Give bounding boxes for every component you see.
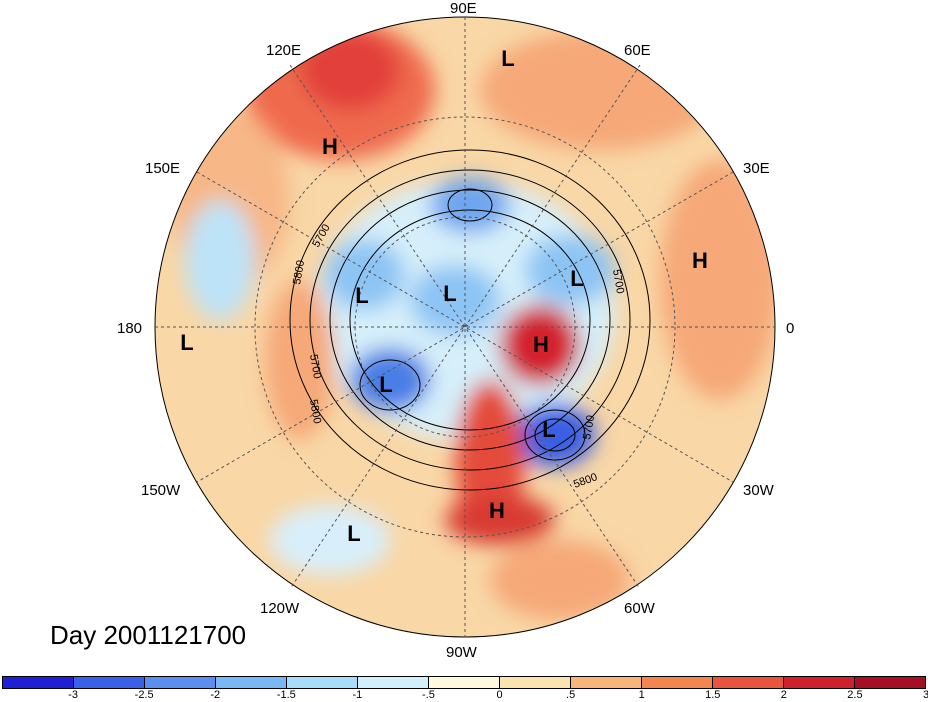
lon-label-0: 0: [786, 320, 795, 337]
pressure-center: L: [180, 330, 193, 355]
colorbar-tick-label: -2: [210, 689, 221, 701]
contours: [289, 149, 651, 491]
colorbar-tick-label: 2.5: [847, 689, 863, 701]
colorbar-tick-label: .5: [566, 689, 576, 701]
colorbar-tick-label: 2: [780, 689, 787, 701]
colorbar-tick-label: -1: [352, 689, 363, 701]
colorbar-swatch: [500, 677, 571, 688]
pressure-center: H: [322, 134, 338, 159]
lon-label-90w: 90W: [446, 644, 477, 661]
colorbar-swatch: [784, 677, 855, 688]
colorbar: [2, 676, 926, 689]
colorbar-tick-label: -1.5: [276, 689, 296, 701]
colorbar-swatch: [74, 677, 145, 688]
pressure-centers: H L L L H L L H L L H L: [180, 46, 708, 546]
lon-label-150w: 150W: [141, 482, 181, 499]
colorbar-swatch: [429, 677, 500, 688]
colorbar-swatch: [287, 677, 358, 688]
pressure-center: L: [355, 283, 368, 308]
lon-label-180: 180: [117, 320, 143, 337]
colorbar-swatch: [145, 677, 216, 688]
pressure-center: L: [570, 266, 583, 291]
colorbar-tick-label: 0: [496, 689, 503, 701]
day-title: Day 2001121700: [50, 620, 247, 650]
pressure-center: L: [501, 46, 514, 71]
contour-label: 5800: [291, 259, 307, 285]
colorbar-tick-label: 3: [922, 689, 928, 701]
lon-label-90e: 90E: [450, 0, 477, 17]
colorbar-swatch: [216, 677, 287, 688]
pressure-center: H: [533, 332, 549, 357]
lon-label-120e: 120E: [266, 42, 302, 59]
pressure-center: H: [489, 498, 505, 523]
lon-label-60e: 60E: [624, 42, 651, 59]
colorbar-swatch: [855, 677, 925, 688]
lon-label-150e: 150E: [145, 160, 181, 177]
lon-label-60w: 60W: [624, 600, 655, 617]
graticule: [154, 16, 776, 638]
pressure-center: L: [347, 521, 360, 546]
colorbar-swatch: [713, 677, 784, 688]
pressure-center: L: [542, 417, 555, 442]
contour-label: 5800: [307, 398, 323, 424]
lon-label-30w: 30W: [743, 482, 774, 499]
pressure-center: H: [692, 248, 708, 273]
colorbar-tick-label: -.5: [422, 689, 435, 701]
colorbar-tick-label: 1.5: [705, 689, 721, 701]
colorbar-tick-label: 1: [638, 689, 645, 701]
colorbar-swatch: [3, 677, 74, 688]
pressure-center: L: [443, 281, 456, 306]
contour-label: 5700: [581, 414, 597, 440]
lon-label-120w: 120W: [260, 600, 300, 617]
pressure-center: L: [379, 372, 392, 397]
colorbar-tick-label: -3: [68, 689, 78, 701]
colorbar-swatch: [358, 677, 429, 688]
lon-label-30e: 30E: [743, 160, 770, 177]
colorbar-swatch: [642, 677, 713, 688]
contour-label: 5700: [307, 353, 323, 379]
colorbar-tick-label: -2.5: [134, 689, 154, 701]
contour-label: 5700: [610, 268, 626, 294]
colorbar-swatch: [571, 677, 642, 688]
